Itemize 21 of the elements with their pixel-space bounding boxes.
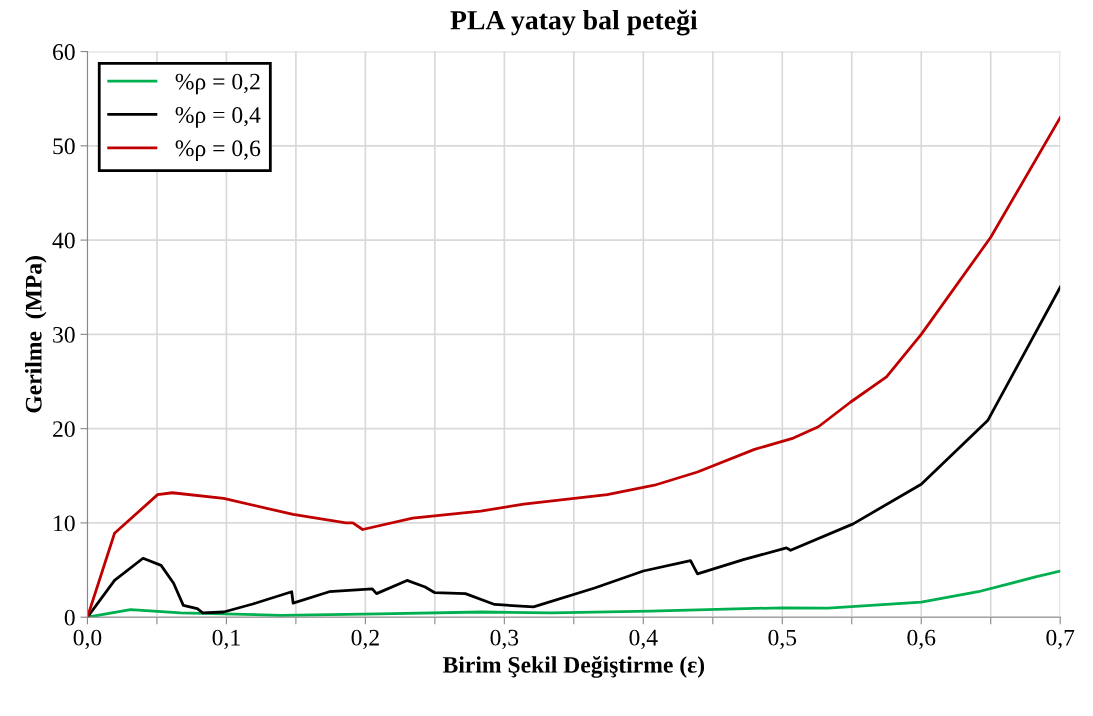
x-tick-label: 0,0 bbox=[73, 629, 102, 650]
x-tick-label: 0,2 bbox=[351, 629, 379, 650]
y-axis-title: Gerilme (MPa) bbox=[25, 256, 47, 413]
x-tick-label: 0,5 bbox=[768, 629, 797, 650]
x-axis-title: Birim Şekil Değiştirme (ε) bbox=[442, 655, 705, 678]
legend-label: %ρ = 0,2 bbox=[175, 73, 260, 95]
x-tick-label: 0,1 bbox=[212, 629, 240, 650]
legend-label: %ρ = 0,6 bbox=[175, 140, 261, 162]
chart-title: PLA yatay bal peteği bbox=[450, 9, 698, 36]
legend-label: %ρ = 0,4 bbox=[175, 106, 261, 128]
y-tick-label: 20 bbox=[53, 421, 75, 438]
x-tick-label: 0,3 bbox=[490, 629, 519, 650]
x-tick-label: 0,6 bbox=[907, 629, 936, 650]
x-tick-label: 0,7 bbox=[1046, 629, 1075, 650]
y-tick-label: 10 bbox=[54, 515, 75, 532]
y-tick-label: 40 bbox=[52, 232, 75, 249]
y-tick-label: 50 bbox=[53, 138, 75, 155]
y-tick-label: 0 bbox=[64, 609, 75, 626]
y-tick-label: 30 bbox=[53, 326, 75, 343]
x-tick-label: 0,4 bbox=[629, 629, 658, 650]
y-tick-label: 60 bbox=[53, 44, 75, 60]
